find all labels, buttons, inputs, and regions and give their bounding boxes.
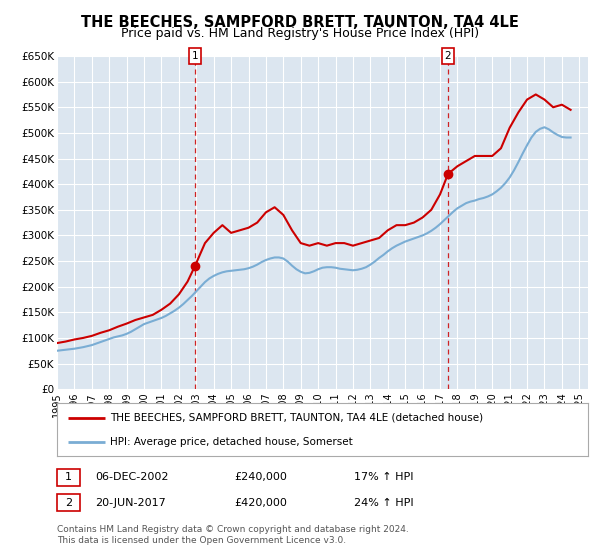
Text: Contains HM Land Registry data © Crown copyright and database right 2024.
This d: Contains HM Land Registry data © Crown c… [57,525,409,545]
Text: 1: 1 [191,51,198,61]
Text: Price paid vs. HM Land Registry's House Price Index (HPI): Price paid vs. HM Land Registry's House … [121,27,479,40]
Text: £420,000: £420,000 [234,498,287,508]
Text: THE BEECHES, SAMPFORD BRETT, TAUNTON, TA4 4LE (detached house): THE BEECHES, SAMPFORD BRETT, TAUNTON, TA… [110,413,483,423]
Text: 1: 1 [65,472,72,482]
Text: THE BEECHES, SAMPFORD BRETT, TAUNTON, TA4 4LE: THE BEECHES, SAMPFORD BRETT, TAUNTON, TA… [81,15,519,30]
Text: HPI: Average price, detached house, Somerset: HPI: Average price, detached house, Some… [110,437,353,447]
Text: 2: 2 [65,498,72,508]
Text: 17% ↑ HPI: 17% ↑ HPI [354,472,413,482]
Text: 20-JUN-2017: 20-JUN-2017 [95,498,166,508]
Text: 06-DEC-2002: 06-DEC-2002 [95,472,168,482]
Text: 24% ↑ HPI: 24% ↑ HPI [354,498,413,508]
Text: £240,000: £240,000 [234,472,287,482]
Text: 2: 2 [445,51,451,61]
